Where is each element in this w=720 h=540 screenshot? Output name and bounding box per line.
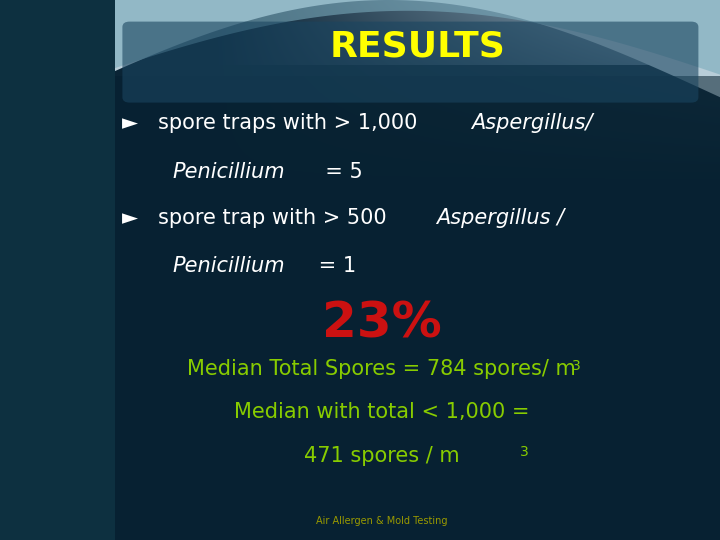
- Text: 23%: 23%: [322, 300, 441, 348]
- Text: Aspergillus /: Aspergillus /: [436, 208, 564, 228]
- Text: Penicillium: Penicillium: [173, 162, 285, 182]
- Text: = 5: = 5: [312, 162, 362, 182]
- Polygon shape: [0, 0, 720, 97]
- FancyBboxPatch shape: [0, 76, 720, 540]
- Text: RESULTS: RESULTS: [330, 30, 505, 64]
- FancyBboxPatch shape: [122, 22, 698, 103]
- Text: 3: 3: [572, 359, 581, 373]
- Text: ►: ►: [122, 113, 138, 133]
- Text: Median Total Spores = 784 spores/ m: Median Total Spores = 784 spores/ m: [187, 359, 576, 379]
- Text: 471 spores / m: 471 spores / m: [304, 446, 459, 465]
- FancyBboxPatch shape: [0, 0, 115, 540]
- FancyBboxPatch shape: [0, 65, 720, 540]
- Polygon shape: [0, 0, 720, 83]
- Text: 3: 3: [520, 446, 528, 460]
- Text: Air Allergen & Mold Testing: Air Allergen & Mold Testing: [316, 516, 447, 526]
- Text: Penicillium: Penicillium: [173, 256, 285, 276]
- Text: Median with total < 1,000 =: Median with total < 1,000 =: [234, 402, 529, 422]
- Text: = 1: = 1: [312, 256, 356, 276]
- Text: spore trap with > 500: spore trap with > 500: [158, 208, 394, 228]
- Text: Aspergillus/: Aspergillus/: [472, 113, 593, 133]
- Text: spore traps with > 1,000: spore traps with > 1,000: [158, 113, 424, 133]
- Text: ►: ►: [122, 208, 138, 228]
